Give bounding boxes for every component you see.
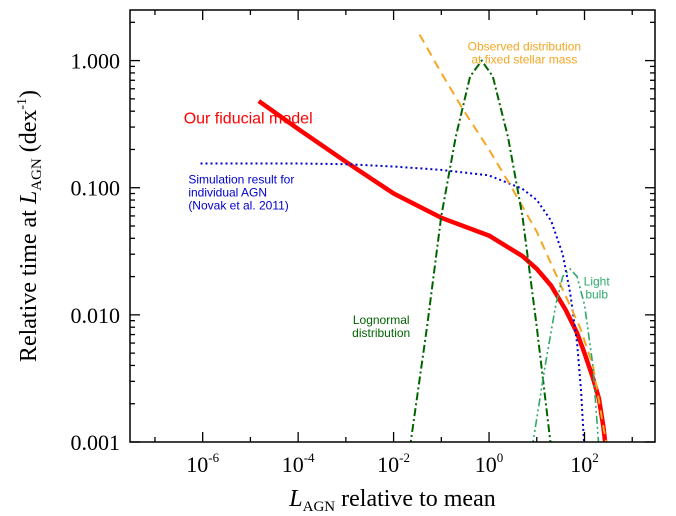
series-annotation-1: (Novak et al. 2011) bbox=[188, 198, 288, 212]
y-tick-label: 0.010 bbox=[71, 303, 121, 328]
y-tick-label: 0.100 bbox=[71, 176, 121, 201]
x-axis-title: LAGN relative to mean bbox=[288, 486, 495, 515]
series-annotation-3: distribution bbox=[352, 326, 410, 340]
x-tick-label: 10-4 bbox=[282, 450, 315, 477]
series-annotation-0: Our fiducial model bbox=[184, 111, 313, 128]
annotations: Our fiducial model Simulation result fori… bbox=[184, 40, 611, 340]
series-annotation-4: Light bbox=[584, 275, 611, 289]
series-annotation-1: individual AGN bbox=[188, 185, 267, 199]
series-annotation-2: Observed distribution bbox=[468, 40, 581, 54]
series-annotation-3: Lognormal bbox=[353, 313, 410, 327]
x-tick-label: 100 bbox=[475, 450, 504, 477]
curves-layer bbox=[200, 34, 608, 442]
series-line-0 bbox=[257, 99, 608, 442]
y-tick-label: 0.001 bbox=[71, 430, 121, 455]
x-tick-label: 10-2 bbox=[377, 450, 410, 477]
x-tick-label: 10-6 bbox=[186, 450, 219, 477]
axis-ticks: 10-6 10-4 10-2 100 102 1.000 0.100 0.010 0.001 bbox=[71, 10, 655, 477]
series-line-1 bbox=[200, 162, 586, 442]
series-line-4 bbox=[532, 268, 600, 442]
plot-frame bbox=[129, 9, 656, 443]
y-axis-title: Relative time at LAGN (dex-1) bbox=[15, 90, 45, 362]
y-tick-label: 1.000 bbox=[71, 49, 121, 74]
series-line-2 bbox=[418, 34, 608, 442]
series-line-3 bbox=[409, 59, 552, 442]
x-tick-label: 102 bbox=[570, 450, 599, 477]
series-annotation-1: Simulation result for bbox=[188, 172, 294, 186]
series-annotation-4: bulb bbox=[585, 288, 608, 302]
series-annotation-2: at fixed stellar mass bbox=[471, 53, 577, 67]
